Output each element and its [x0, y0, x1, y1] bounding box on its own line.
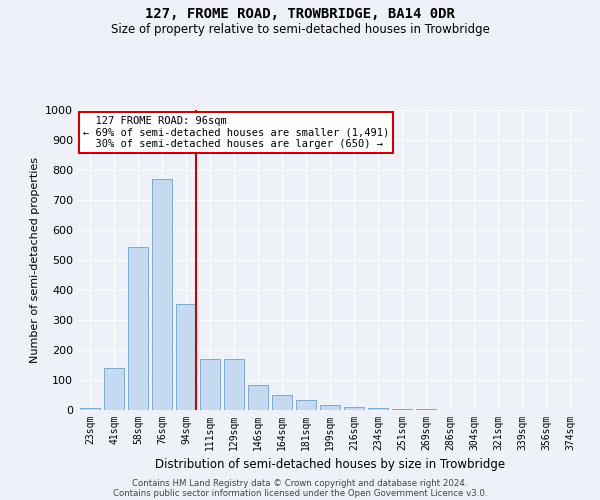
Bar [80, 408, 100, 410]
Bar [296, 400, 316, 410]
Bar [320, 404, 340, 410]
Bar [272, 395, 292, 410]
Bar [368, 408, 388, 410]
Bar [152, 179, 172, 410]
Text: Size of property relative to semi-detached houses in Trowbridge: Size of property relative to semi-detach… [110, 22, 490, 36]
Text: Contains public sector information licensed under the Open Government Licence v3: Contains public sector information licen… [113, 488, 487, 498]
Text: 127, FROME ROAD, TROWBRIDGE, BA14 0DR: 127, FROME ROAD, TROWBRIDGE, BA14 0DR [145, 8, 455, 22]
Bar [128, 246, 148, 410]
Bar [224, 359, 244, 410]
Bar [104, 368, 124, 410]
Text: Contains HM Land Registry data © Crown copyright and database right 2024.: Contains HM Land Registry data © Crown c… [132, 478, 468, 488]
Y-axis label: Number of semi-detached properties: Number of semi-detached properties [29, 157, 40, 363]
Bar [392, 409, 412, 410]
Bar [200, 359, 220, 410]
X-axis label: Distribution of semi-detached houses by size in Trowbridge: Distribution of semi-detached houses by … [155, 458, 505, 471]
Text: 127 FROME ROAD: 96sqm
← 69% of semi-detached houses are smaller (1,491)
  30% of: 127 FROME ROAD: 96sqm ← 69% of semi-deta… [83, 116, 389, 149]
Bar [176, 304, 196, 410]
Bar [344, 407, 364, 410]
Bar [248, 386, 268, 410]
